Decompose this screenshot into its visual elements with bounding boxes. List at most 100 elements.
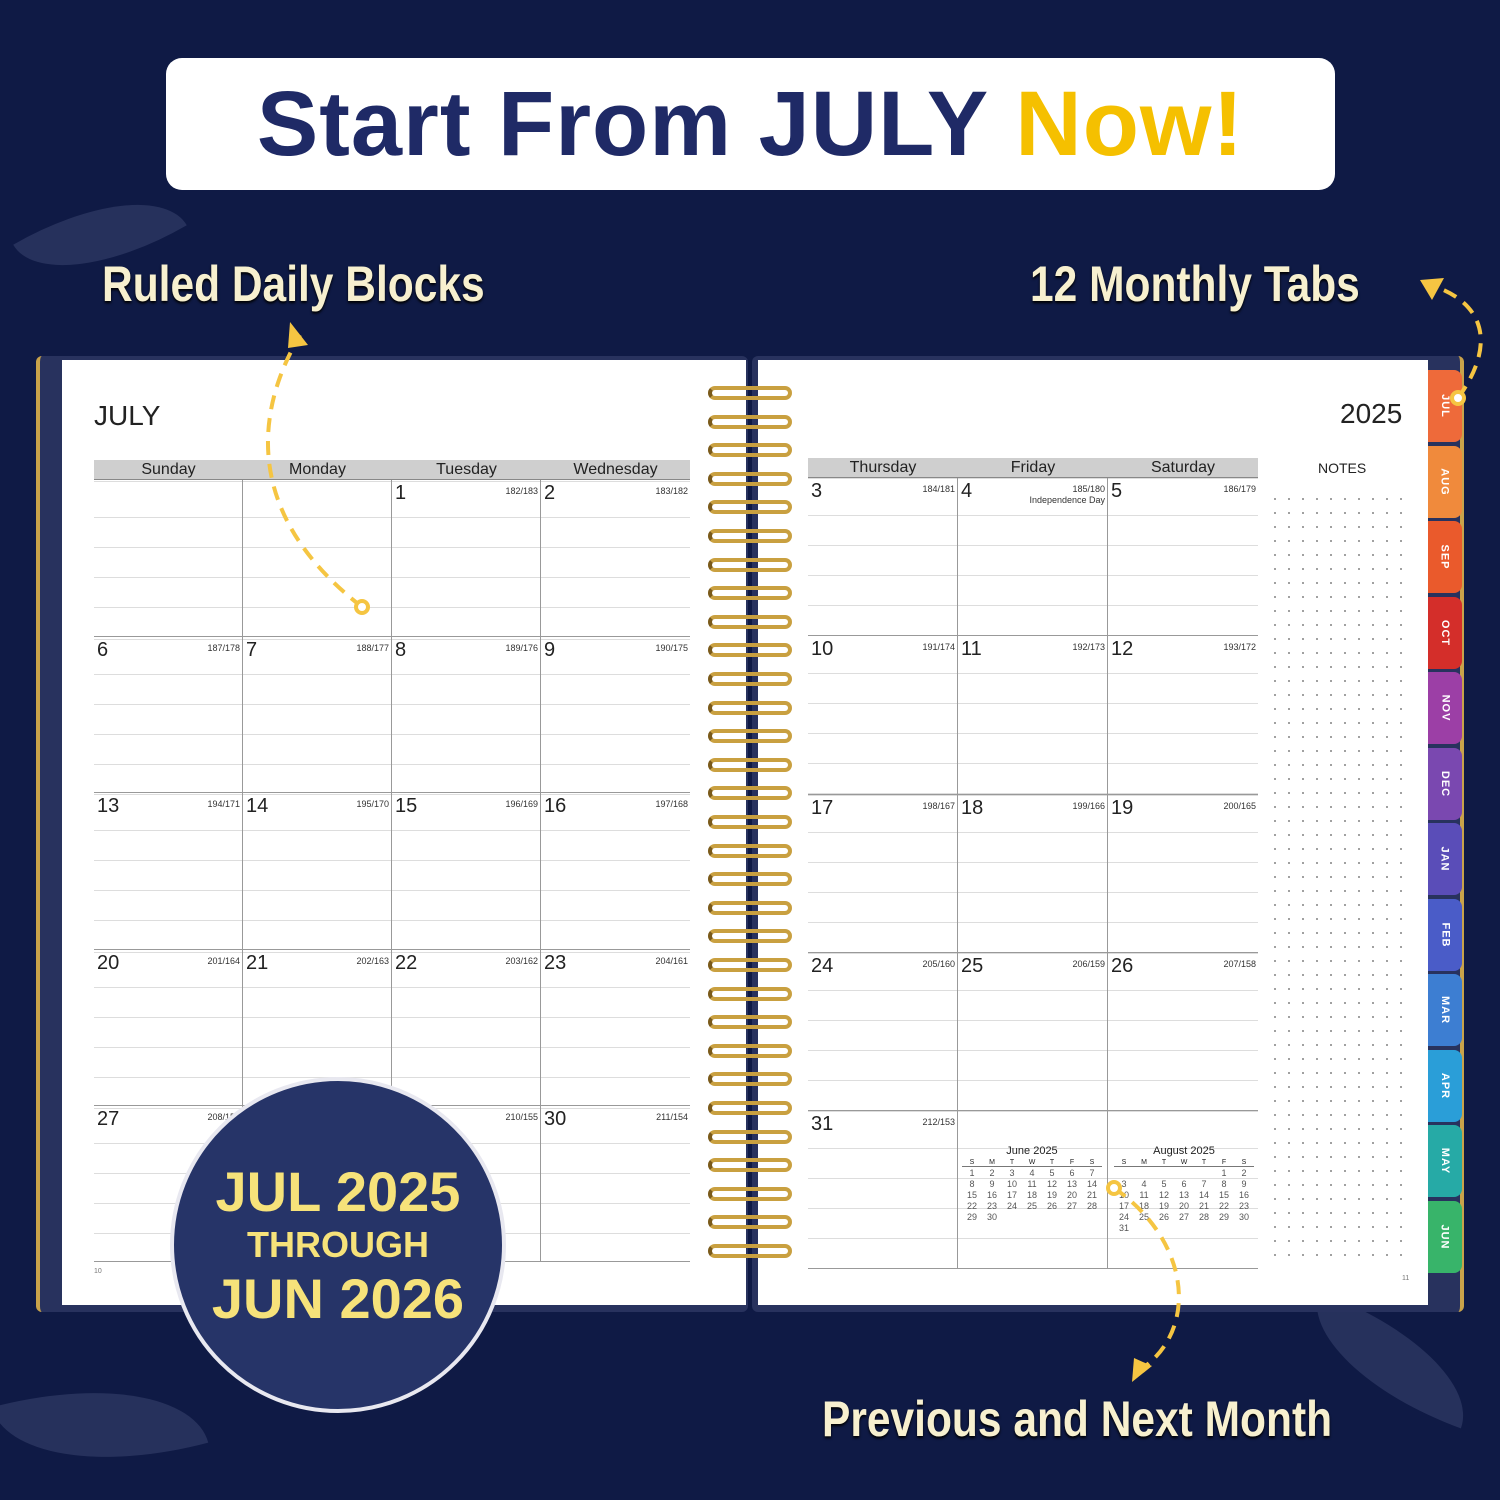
weekday-letter: M [982,1159,1002,1167]
day-cell[interactable]: 6 187/178 [94,637,243,793]
spiral-coil [708,1072,792,1087]
month-tab-mar[interactable]: MAR [1428,974,1462,1046]
day-cell[interactable]: 4 185/180 Independence Day [958,478,1108,636]
badge-through: THROUGH [247,1224,429,1265]
day-cell[interactable]: 16 197/168 [541,793,690,950]
mini-calendar-title: June 2025 [1006,1145,1058,1157]
day-cell[interactable]: 24 205/160 [808,953,958,1111]
day-cell[interactable]: 30 211/154 [541,1106,690,1262]
day-number: 24 [811,955,834,977]
month-tab-aug[interactable]: AUG [1428,445,1462,518]
day-of-year: 194/171 [207,799,240,809]
day-cell[interactable]: 1 182/183 [392,480,541,637]
spiral-coil [708,414,792,429]
month-tab-jun[interactable]: JUN [1428,1200,1462,1273]
day-cell[interactable]: 10 191/174 [808,636,958,795]
day-number: 16 [544,795,567,817]
day-cell[interactable] [958,1111,1108,1269]
day-number: 9 [544,639,556,661]
arrow-monthly-tabs [1429,283,1483,400]
mini-day: 27 [1178,1212,1189,1222]
month-tab-apr[interactable]: APR [1428,1049,1462,1122]
mini-day: 21 [1086,1190,1097,1200]
mini-calendar: June 2025 S M T W T F S 1 2 3 4 5 6 7 8 9 10 11 12 13 14 15 16 1… [962,1145,1102,1222]
mini-day: 22 [966,1201,977,1211]
weekday-letter: W [1174,1159,1194,1167]
spiral-coil [708,1158,792,1173]
day-number: 19 [1111,797,1134,819]
month-tab-oct[interactable]: OCT [1428,596,1462,669]
day-cell[interactable]: 9 190/175 [541,637,690,793]
day-number: 12 [1111,638,1134,660]
day-header: Tuesday [392,460,541,480]
day-cell[interactable]: 8 189/176 [392,637,541,793]
day-cell[interactable]: 25 206/159 [958,953,1108,1111]
spiral-coil [708,500,792,515]
mini-day: 8 [1221,1179,1227,1189]
day-cell[interactable]: 18 199/166 [958,795,1108,953]
day-of-year: 198/167 [922,801,955,811]
month-tab-jul[interactable]: JUL [1428,370,1462,442]
day-cell[interactable]: 23 204/161 [541,950,690,1106]
month-tab-sep[interactable]: SEP [1428,521,1462,593]
spiral-coil [708,614,792,629]
spiral-coil [708,586,792,601]
mini-day: 23 [986,1201,997,1211]
day-of-year: 197/168 [655,799,688,809]
day-cell[interactable]: 31 212/153 [808,1111,958,1269]
month-tab-nov[interactable]: NOV [1428,672,1462,744]
day-cell[interactable]: 7 188/177 [243,637,392,793]
mini-day: 18 [1138,1201,1149,1211]
day-cell[interactable]: 26 207/158 [1108,953,1258,1111]
day-cell[interactable]: 2 183/182 [541,480,690,637]
day-cell[interactable] [94,480,243,637]
day-cell[interactable]: 17 198/167 [808,795,958,953]
day-number: 8 [395,639,407,661]
day-cell[interactable]: 22 203/162 [392,950,541,1106]
spiral-coil [708,1129,792,1144]
day-of-year: 203/162 [505,956,538,966]
day-cell[interactable]: 11 192/173 [958,636,1108,795]
mini-day: 6 [1181,1179,1187,1189]
day-cell[interactable]: 15 196/169 [392,793,541,950]
spiral-coil [708,729,792,744]
spiral-coil [708,643,792,658]
day-cell[interactable]: 3 184/181 [808,478,958,636]
day-cell[interactable] [1108,1111,1258,1269]
day-of-year: 210/155 [505,1112,538,1122]
mini-day: 28 [1086,1201,1097,1211]
weekday-letter: T [1042,1159,1062,1167]
month-tab-may[interactable]: MAY [1428,1125,1462,1197]
spiral-coil [708,386,792,400]
dot-grid-notes[interactable] [1268,492,1410,1267]
day-number: 2 [544,482,556,504]
day-number: 17 [811,797,834,819]
mini-day: 11 [1139,1190,1149,1200]
spiral-coil [708,757,792,772]
day-of-year: 193/172 [1223,642,1256,652]
mini-day: 17 [1118,1201,1129,1211]
day-cell[interactable]: 13 194/171 [94,793,243,950]
day-of-year: 199/166 [1072,801,1105,811]
day-cell[interactable]: 20 201/164 [94,950,243,1106]
day-cell[interactable]: 12 193/172 [1108,636,1258,795]
callout-prev-next-month: Previous and Next Month [822,1391,1333,1447]
day-number: 21 [246,952,269,974]
day-cell[interactable]: 14 195/170 [243,793,392,950]
spiral-coil [708,843,792,858]
weekday-letter: M [1134,1159,1154,1167]
month-tab-dec[interactable]: DEC [1428,747,1462,820]
day-of-year: 207/158 [1223,959,1256,969]
day-of-year: 183/182 [655,486,688,496]
day-number: 6 [97,639,109,661]
month-tab-jan[interactable]: JAN [1428,823,1462,895]
month-tab-feb[interactable]: FEB [1428,898,1462,971]
day-number: 3 [811,480,823,502]
mini-day: 27 [1066,1201,1077,1211]
day-cell[interactable]: 19 200/165 [1108,795,1258,953]
callout-ruled-blocks: Ruled Daily Blocks [102,256,485,312]
day-number: 20 [97,952,120,974]
mini-day: 20 [1178,1201,1189,1211]
day-cell[interactable]: 5 186/179 [1108,478,1258,636]
mini-day: 18 [1026,1190,1037,1200]
